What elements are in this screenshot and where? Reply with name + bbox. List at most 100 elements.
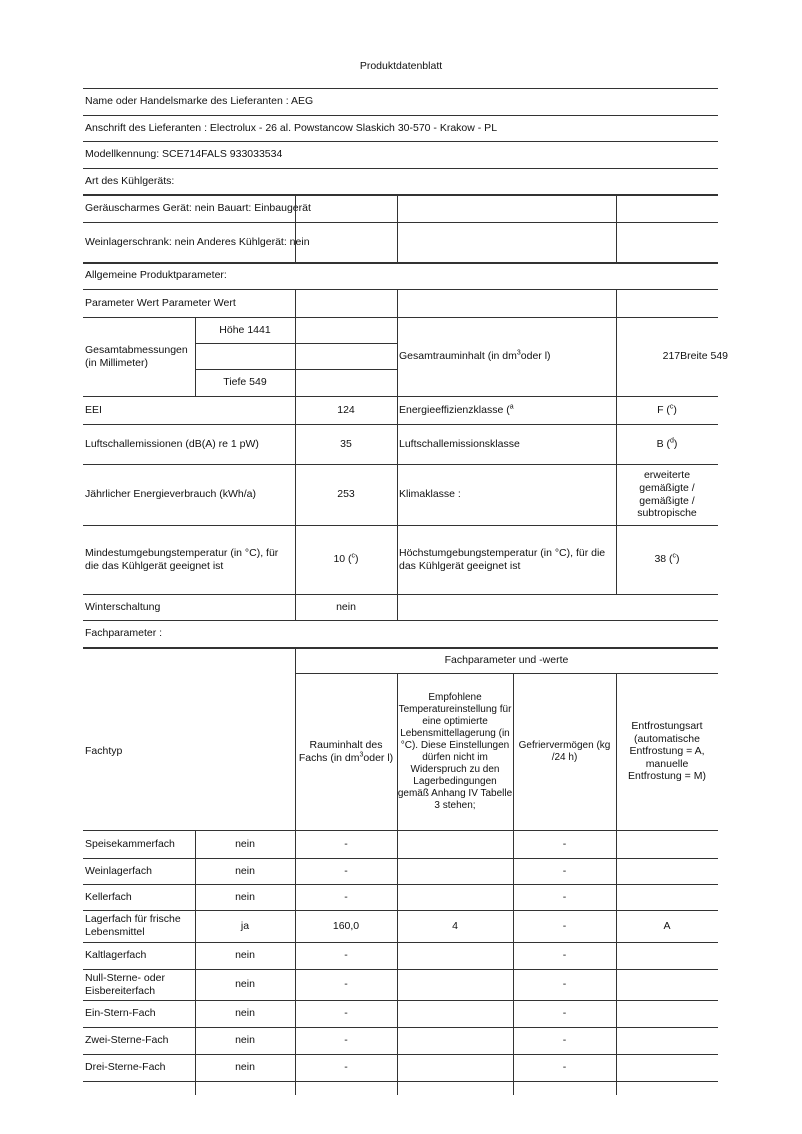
horizontal-rule [83, 141, 718, 142]
cell-defrost: A [663, 919, 671, 932]
horizontal-rule [83, 194, 718, 196]
horizontal-rule [295, 673, 718, 674]
col-freeze-header: Gefriervermögen (kg /24 h) [518, 739, 611, 763]
horizontal-rule [83, 1054, 718, 1055]
horizontal-rule [83, 222, 718, 223]
cell-volume: - [344, 864, 348, 877]
compartment-group-header: Fachparameter und -werte [444, 653, 569, 666]
cell-type: Kaltlagerfach [85, 949, 147, 962]
vertical-rule [195, 317, 196, 396]
cell-present: nein [235, 864, 255, 877]
cell-type: Weinlagerfach [85, 864, 152, 877]
horizontal-rule [83, 317, 718, 318]
horizontal-rule [83, 525, 718, 526]
cell-freeze: - [562, 890, 567, 903]
cell-freeze: - [562, 1007, 567, 1020]
cell-temp [397, 858, 513, 884]
min-temp-value: 10 (c) [333, 552, 359, 566]
vertical-rule [397, 673, 398, 1095]
cell-temp: 4 [452, 919, 458, 932]
type-heading: Art des Kühlgeräts: [85, 174, 175, 187]
cell-freeze: - [562, 1061, 567, 1074]
energy-class-value: F (c) [657, 403, 677, 416]
vertical-rule [295, 289, 296, 594]
cell-volume: - [344, 1007, 348, 1020]
noise-class-label: Luftschallemissionsklasse [399, 437, 520, 450]
col-temp-header: Empfohlene Temperatureinstellung für ein… [397, 691, 513, 811]
cell-temp [397, 1000, 513, 1027]
cell-defrost [616, 1000, 718, 1027]
dimensions-depth: Tiefe 549 [223, 376, 267, 389]
cell-freeze: - [562, 837, 567, 850]
type-row-1: Geräuscharmes Gerät: nein Bauart: Einbau… [85, 201, 311, 214]
cell-temp [397, 1054, 513, 1081]
col-volume-header: Rauminhalt des Fachs (in dm3oder l) [298, 738, 394, 764]
cell-defrost [616, 942, 718, 969]
cell-present: nein [235, 978, 255, 991]
cell-freeze: - [562, 1034, 567, 1047]
volume-label: Gesamtrauminhalt (in dm3oder l) [399, 349, 551, 363]
horizontal-rule [83, 858, 718, 859]
cell-volume: - [344, 949, 348, 962]
cell-present: ja [240, 919, 250, 932]
cell-temp [397, 884, 513, 910]
cell-present: nein [235, 1034, 255, 1047]
horizontal-rule [195, 369, 397, 370]
noise-label: Luftschallemissionen (dB(A) re 1 pW) [85, 437, 259, 450]
horizontal-rule [83, 115, 718, 116]
cell-type: Drei-Sterne-Fach [85, 1061, 166, 1074]
winter-value: nein [336, 600, 356, 613]
horizontal-rule [83, 289, 718, 290]
vertical-rule [616, 673, 617, 1095]
horizontal-rule [83, 396, 718, 397]
cell-defrost [616, 1054, 718, 1081]
horizontal-rule [83, 1000, 718, 1001]
cell-defrost [616, 858, 718, 884]
cell-type: Kellerfach [85, 890, 132, 903]
horizontal-rule [83, 262, 718, 264]
cell-temp [397, 969, 513, 1000]
vertical-rule [195, 830, 196, 1095]
eei-label: EEI [85, 403, 102, 416]
supplier-name: Name oder Handelsmarke des Lieferanten :… [85, 95, 314, 108]
horizontal-rule [83, 168, 718, 169]
vertical-rule [513, 673, 514, 1095]
cell-temp [397, 942, 513, 969]
vertical-rule [397, 289, 398, 594]
vertical-rule [397, 194, 398, 262]
horizontal-rule [83, 464, 718, 465]
energy-class-label: Energieeffizienzklasse (a [399, 403, 514, 416]
model-id: Modellkennung: SCE714FALS 933033534 [85, 148, 283, 161]
horizontal-rule [83, 1027, 718, 1028]
horizontal-rule [83, 969, 718, 970]
cell-volume: - [344, 837, 348, 850]
horizontal-rule [83, 942, 718, 943]
cell-present: nein [235, 949, 255, 962]
cell-temp [397, 830, 513, 858]
cell-defrost [616, 1027, 718, 1054]
cell-present: nein [235, 1061, 255, 1074]
noise-value: 35 [340, 437, 352, 450]
cell-type: Ein-Stern-Fach [85, 1007, 156, 1020]
cell-freeze: - [562, 919, 567, 932]
vertical-rule [616, 289, 617, 594]
horizontal-rule [83, 88, 718, 89]
cell-type: Lagerfach für frische Lebensmittel [85, 913, 181, 938]
climate-class-label: Klimaklasse : [399, 488, 461, 501]
cell-defrost [616, 830, 718, 858]
cell-temp [397, 1027, 513, 1054]
cell-defrost [616, 884, 718, 910]
winter-label: Winterschaltung [85, 600, 161, 613]
cell-present: nein [235, 837, 255, 850]
noise-class-value: B (d) [656, 437, 678, 450]
cell-volume: - [344, 890, 348, 903]
dimensions-label: Gesamtabmessungen (in Millimeter) [85, 343, 188, 369]
horizontal-rule [83, 1081, 718, 1082]
cell-volume: - [344, 1061, 348, 1074]
type-row-2: Weinlagerschrank: nein Anderes Kühlgerät… [85, 235, 310, 248]
climate-class-value: erweiterte gemäßigte / gemäßigte / subtr… [637, 469, 697, 520]
col-defrost-header: Entfrostungsart (automatische Entfrostun… [628, 720, 706, 783]
supplier-address: Anschrift des Lieferanten : Electrolux -… [85, 121, 498, 134]
cell-type: Null-Sterne- oder Eisbereiterfach [85, 971, 165, 997]
cell-volume: - [344, 978, 348, 991]
